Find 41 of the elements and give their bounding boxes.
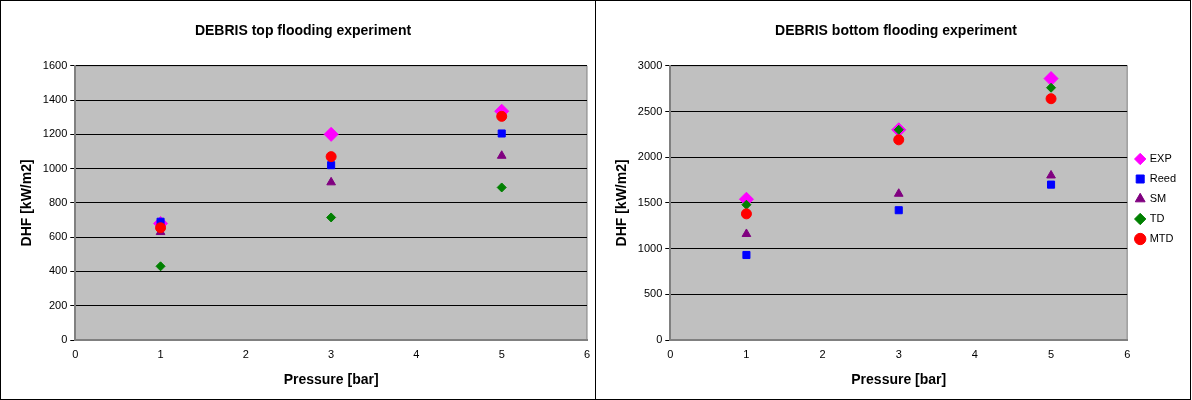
x-axis-title: Pressure [bar] [283,371,379,388]
x-tick-label: 5 [1047,347,1055,360]
x-tick-label: 5 [498,347,505,360]
legend-label: TD [1149,212,1165,225]
y-tick-label: 400 [48,264,68,277]
x-tick-label: 4 [971,347,978,360]
legend-label: MTD [1149,232,1174,245]
x-tick-label: 6 [583,347,591,360]
y-tick-label: 0 [61,333,68,346]
y-tick-label: 600 [48,230,68,243]
x-tick-label: 1 [743,347,750,360]
y-tick-label: 3000 [637,58,663,71]
x-tick-label: 3 [328,347,335,360]
y-axis-title: DHF [kW/m2] [18,159,35,247]
x-tick-label: 2 [242,347,249,360]
y-tick-label: 1400 [42,93,68,106]
y-axis-title: DHF [kW/m2] [613,159,630,247]
chart-title: DEBRIS bottom flooding experiment [775,22,1018,39]
x-tick-label: 3 [895,347,902,360]
y-tick-label: 500 [643,287,663,300]
x-tick-label: 0 [667,347,674,360]
y-tick-label: 0 [656,333,663,346]
y-tick-label: 200 [48,298,68,311]
y-tick-label: 800 [48,195,68,208]
y-tick-label: 1200 [42,127,68,140]
legend-label: SM [1149,192,1167,205]
y-tick-label: 1600 [42,58,68,71]
x-tick-label: 2 [819,347,826,360]
x-tick-label: 0 [72,347,79,360]
y-tick-label: 2000 [637,150,663,163]
x-axis-title: Pressure [bar] [851,371,947,388]
x-tick-label: 1 [157,347,164,360]
x-tick-label: 4 [413,347,420,360]
legend-label: EXP [1149,152,1172,165]
y-tick-label: 2500 [637,104,663,117]
y-tick-label: 1000 [42,161,68,174]
y-tick-label: 1500 [637,195,663,208]
x-tick-label: 6 [1124,347,1131,360]
y-tick-label: 1000 [637,241,663,254]
chart-title: DEBRIS top flooding experiment [194,22,412,39]
legend-label: Reed [1149,172,1176,185]
